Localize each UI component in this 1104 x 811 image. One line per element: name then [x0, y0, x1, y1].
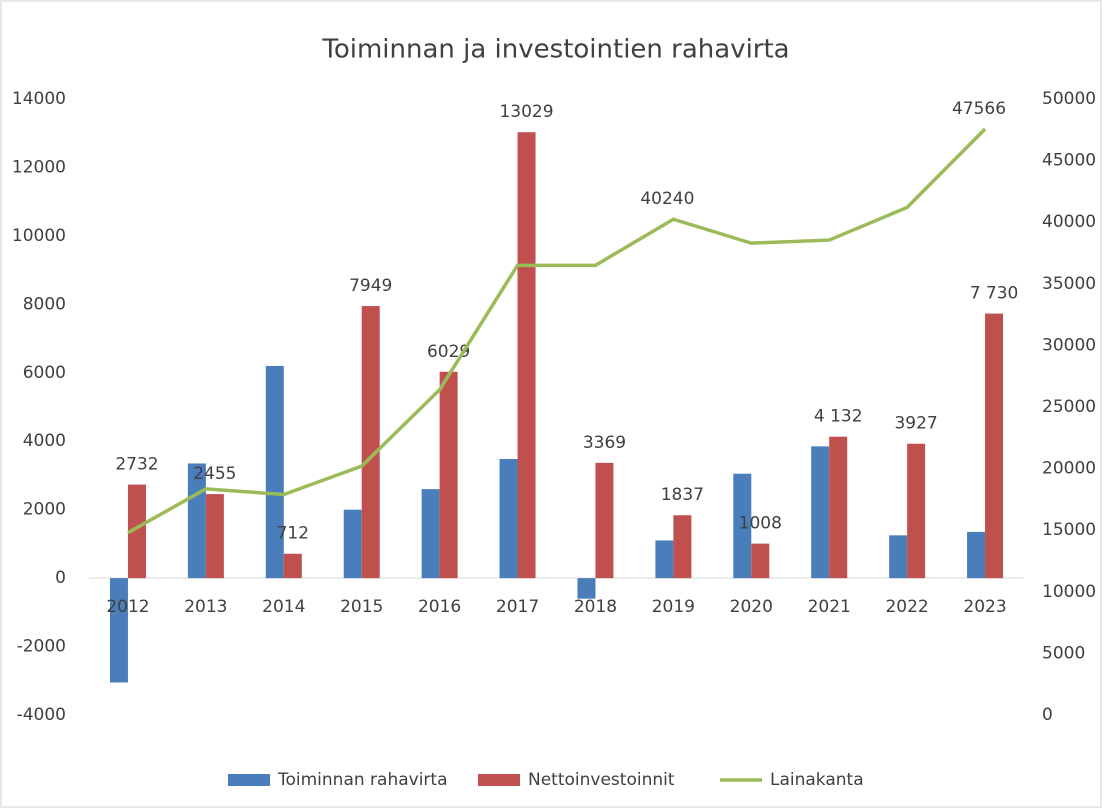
data-label: 2732 [115, 455, 158, 475]
bar [655, 540, 674, 579]
x-tick-label: 2020 [730, 597, 773, 617]
bar [109, 578, 128, 683]
data-label: 4 132 [814, 407, 863, 427]
bar [811, 446, 830, 579]
legend-swatch [478, 774, 520, 786]
data-label: 47566 [952, 99, 1006, 119]
bar [439, 371, 458, 579]
bar [517, 132, 536, 579]
legend-label: Nettoinvestoinnit [528, 770, 675, 790]
y2-tick-label: 15000 [1042, 520, 1096, 540]
x-tick-label: 2022 [885, 597, 928, 617]
y2-tick-label: 45000 [1042, 151, 1096, 171]
data-label: 1837 [661, 485, 704, 505]
y2-tick-label: 10000 [1042, 582, 1096, 602]
y-tick-label: 12000 [12, 157, 66, 177]
y-tick-label: -4000 [17, 705, 66, 725]
y2-tick-label: 20000 [1042, 459, 1096, 479]
x-tick-label: 2014 [262, 597, 305, 617]
bar [967, 531, 986, 579]
y-tick-label: 4000 [23, 431, 66, 451]
data-label: 3927 [894, 414, 937, 434]
bar [829, 436, 848, 579]
bar [985, 313, 1004, 579]
data-label: 2455 [193, 464, 236, 484]
bar [889, 535, 908, 579]
y2-tick-label: 25000 [1042, 397, 1096, 417]
bar [595, 462, 614, 579]
x-tick-label: 2016 [418, 597, 461, 617]
legend-label: Toiminnan rahavirta [277, 770, 448, 790]
data-label: 3369 [583, 433, 626, 453]
y-tick-label: 2000 [23, 500, 66, 520]
chart-title: Toiminnan ja investointien rahavirta [321, 35, 789, 65]
bar [343, 509, 362, 579]
x-tick-label: 2023 [963, 597, 1006, 617]
legend-label: Lainakanta [770, 770, 864, 790]
data-label: 40240 [640, 189, 694, 209]
line [127, 127, 987, 535]
y-tick-label: 10000 [12, 226, 66, 246]
bar [577, 578, 596, 599]
x-tick-label: 2017 [496, 597, 539, 617]
y2-tick-label: 40000 [1042, 212, 1096, 232]
y-tick-label: 0 [55, 568, 66, 588]
bar [907, 443, 926, 579]
y2-tick-label: 5000 [1042, 643, 1085, 663]
data-label: 7 730 [970, 284, 1019, 304]
bar [733, 473, 752, 579]
bar [127, 484, 146, 579]
y2-tick-label: 30000 [1042, 335, 1096, 355]
data-label: 13029 [499, 102, 553, 122]
y2-tick-label: 50000 [1042, 89, 1096, 109]
x-tick-label: 2019 [652, 597, 695, 617]
x-tick-label: 2018 [574, 597, 617, 617]
bar [283, 553, 302, 579]
bar [361, 306, 380, 579]
y-tick-label: -2000 [17, 637, 66, 657]
data-label: 1008 [739, 514, 782, 534]
legend-swatch [228, 774, 270, 786]
x-tick-label: 2012 [106, 597, 149, 617]
x-tick-label: 2013 [184, 597, 227, 617]
bar [205, 494, 224, 579]
bar [673, 515, 692, 579]
y2-tick-label: 35000 [1042, 274, 1096, 294]
y-tick-label: 8000 [23, 294, 66, 314]
y-tick-label: 6000 [23, 363, 66, 383]
bar [751, 543, 770, 579]
y-tick-label: 14000 [12, 89, 66, 109]
x-tick-label: 2021 [808, 597, 851, 617]
y2-tick-label: 0 [1042, 705, 1053, 725]
bar [499, 459, 518, 579]
bar [265, 365, 284, 579]
bar [421, 489, 440, 579]
x-tick-label: 2015 [340, 597, 383, 617]
data-label: 7949 [349, 276, 392, 296]
data-label: 712 [277, 524, 309, 544]
